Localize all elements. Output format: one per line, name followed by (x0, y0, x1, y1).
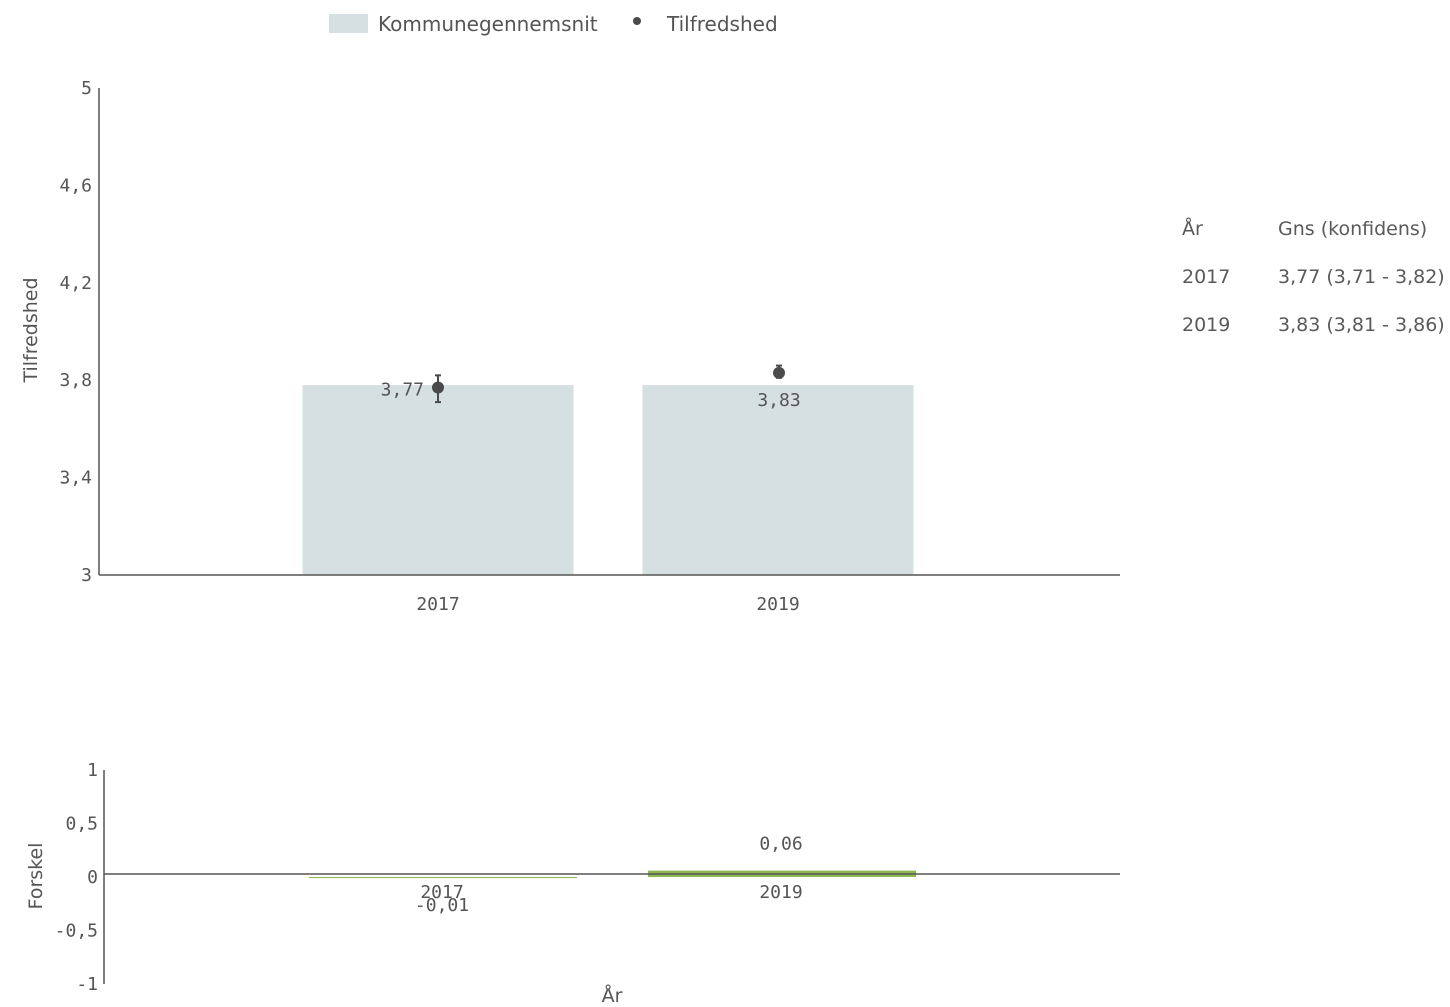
table-header-mean: Gns (konfidens) (1278, 218, 1428, 240)
table-header-row: År Gns (konfidens) (1182, 205, 1450, 253)
table-row: 2017 3,77 (3,71 - 3,82) (1182, 253, 1450, 301)
difference-x-tick-labels: 2017 2019 (420, 882, 802, 903)
difference-chart: Forskel -1 -0,5 0 0,5 1 2017 2019 -0,01 0,06 Å… (25, 760, 1120, 1007)
table-cell-mean: 3,77 (3,71 - 3,82) (1278, 266, 1445, 288)
data-label: 3,77 (381, 380, 424, 401)
y-tick-label: 4,2 (59, 273, 92, 294)
average-bar (302, 385, 574, 575)
bars (302, 385, 914, 575)
difference-value-labels: -0,01 0,06 (415, 834, 803, 916)
legend-bar-swatch (329, 14, 368, 33)
y-tick-label: 4,6 (59, 175, 92, 196)
data-label: 3,83 (757, 390, 800, 411)
y-tick-label: 5 (81, 78, 92, 99)
x-tick-labels: 2017 2019 (416, 594, 799, 615)
y-tick-label: 3,8 (59, 370, 92, 391)
x-tick-label: 2019 (756, 594, 799, 615)
table-row: 2019 3,83 (3,81 - 3,86) (1182, 301, 1450, 349)
difference-y-axis-title: Forskel (25, 843, 47, 910)
y-tick-label: 1 (87, 760, 98, 781)
table-cell-year: 2017 (1182, 266, 1231, 288)
data-point (432, 381, 444, 394)
table-header-year: År (1182, 218, 1203, 240)
y-tick-label: 3,4 (59, 468, 92, 489)
data-point (773, 366, 785, 379)
y-tick-labels: 3 3,4 3,8 4,2 4,6 5 (59, 78, 92, 586)
y-axis-title: Tilfredshed (20, 277, 42, 383)
average-bar (642, 385, 914, 575)
legend-point-label: Tilfredshed (666, 12, 778, 36)
legend-point-marker (633, 17, 641, 25)
x-tick-label: 2017 (416, 594, 459, 615)
y-tick-label: -0,5 (55, 921, 98, 942)
table-cell-year: 2019 (1182, 314, 1231, 336)
main-chart: Tilfredshed 3 3,4 3,8 4,2 4,6 5 3,77 3,83 2017… (20, 78, 1120, 615)
difference-bar (309, 877, 577, 879)
x-tick-label: 2017 (420, 882, 463, 903)
x-axis-title: År (602, 984, 623, 1007)
legend-bar-label: Kommunegennemsnit (378, 12, 598, 36)
chart-area: Kommunegennemsnit Tilfredshed Tilfredshe… (20, 12, 1120, 1007)
difference-label: -0,01 (415, 895, 469, 916)
y-tick-label: -1 (76, 974, 98, 995)
difference-y-tick-labels: -1 -0,5 0 0,5 1 (55, 760, 98, 995)
table-cell-mean: 3,83 (3,81 - 3,86) (1278, 314, 1445, 336)
difference-label: 0,06 (759, 834, 802, 855)
summary-table: År Gns (konfidens) 2017 3,77 (3,71 - 3,8… (1182, 205, 1450, 349)
y-tick-label: 3 (81, 565, 92, 586)
x-tick-label: 2019 (759, 882, 802, 903)
y-tick-label: 0,5 (65, 814, 98, 835)
legend: Kommunegennemsnit Tilfredshed (329, 12, 778, 36)
y-tick-label: 0 (87, 867, 98, 888)
points: 3,77 3,83 (381, 364, 801, 411)
